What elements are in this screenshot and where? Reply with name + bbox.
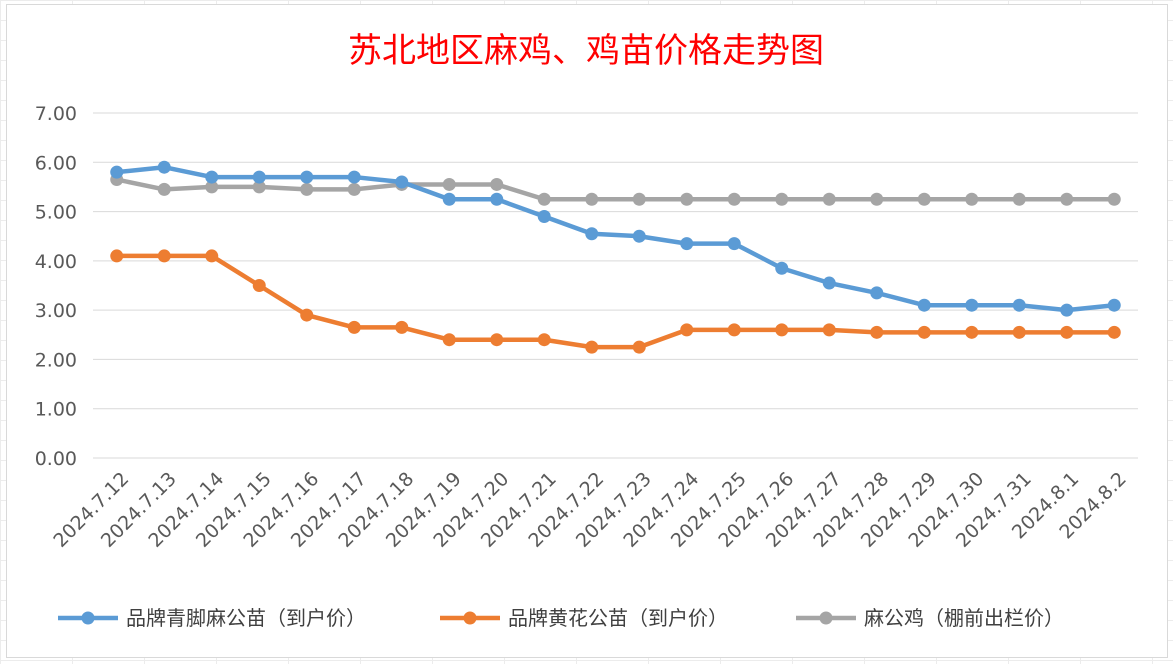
- data-point: [727, 192, 741, 206]
- data-point: [347, 182, 361, 196]
- data-point: [917, 298, 931, 312]
- data-point: [395, 320, 409, 334]
- data-point: [205, 249, 219, 263]
- data-point: [1060, 303, 1074, 317]
- y-tick-label: 1.00: [35, 399, 77, 421]
- data-point: [205, 180, 219, 194]
- data-point: [252, 180, 266, 194]
- data-point: [965, 298, 979, 312]
- x-axis-ticks: 2024.7.122024.7.132024.7.142024.7.152024…: [49, 468, 1130, 552]
- chart-title: 苏北地区麻鸡、鸡苗价格走势图: [348, 31, 824, 71]
- series-0: [110, 160, 1121, 317]
- y-tick-label: 6.00: [35, 152, 77, 174]
- data-point: [157, 182, 171, 196]
- data-point: [110, 249, 124, 263]
- data-point: [1107, 192, 1121, 206]
- data-point: [1107, 325, 1121, 339]
- data-point: [965, 325, 979, 339]
- data-point: [727, 237, 741, 251]
- data-point: [252, 170, 266, 184]
- data-point: [822, 323, 836, 337]
- data-point: [300, 308, 314, 322]
- series-1: [110, 249, 1121, 354]
- data-point: [300, 182, 314, 196]
- data-point: [680, 237, 694, 251]
- data-point: [537, 192, 551, 206]
- data-point: [775, 192, 789, 206]
- data-point: [775, 261, 789, 275]
- gridlines: [93, 112, 1138, 459]
- data-point: [347, 170, 361, 184]
- data-point: [442, 333, 456, 347]
- y-tick-label: 7.00: [35, 103, 77, 125]
- data-point: [585, 340, 599, 354]
- data-point: [537, 210, 551, 223]
- data-point: [632, 229, 646, 243]
- data-point: [775, 323, 789, 337]
- y-tick-label: 4.00: [35, 251, 77, 273]
- data-point: [1060, 325, 1074, 339]
- data-point: [537, 333, 551, 347]
- data-point: [157, 249, 171, 263]
- legend-label: 麻公鸡（棚前出栏价）: [864, 606, 1064, 630]
- data-point: [870, 192, 884, 206]
- legend-item[interactable]: 麻公鸡（棚前出栏价）: [796, 606, 1064, 630]
- data-point: [1012, 192, 1026, 206]
- legend-label: 品牌黄花公苗（到户价）: [508, 606, 728, 630]
- y-tick-label: 2.00: [35, 349, 77, 371]
- data-point: [585, 192, 599, 206]
- data-point: [442, 177, 456, 191]
- data-point: [490, 333, 504, 347]
- data-point: [632, 340, 646, 354]
- data-point: [157, 160, 171, 174]
- data-point: [680, 192, 694, 206]
- y-tick-label: 5.00: [35, 202, 77, 224]
- data-point: [395, 175, 409, 189]
- y-axis-ticks: 0.00 1.00 2.00 3.00 4.00 5.00 6.00 7.00: [35, 103, 77, 470]
- data-point: [965, 192, 979, 206]
- data-point: [1107, 298, 1121, 312]
- data-point: [870, 286, 884, 300]
- data-point: [1012, 325, 1026, 339]
- legend-item[interactable]: 品牌黄花公苗（到户价）: [440, 606, 728, 630]
- legend-item[interactable]: 品牌青脚麻公苗（到户价）: [58, 606, 366, 630]
- legend-swatch-marker: [819, 611, 833, 625]
- y-tick-label: 0.00: [35, 448, 77, 470]
- data-point: [632, 192, 646, 206]
- data-point: [442, 192, 456, 206]
- series-2: [110, 173, 1121, 206]
- data-point: [822, 276, 836, 290]
- data-point: [300, 170, 314, 184]
- data-point: [822, 192, 836, 206]
- data-point: [585, 227, 599, 241]
- data-point: [490, 177, 504, 191]
- legend-swatch-marker: [463, 611, 477, 625]
- legend-label: 品牌青脚麻公苗（到户价）: [126, 606, 366, 630]
- data-point: [490, 192, 504, 206]
- data-point: [870, 325, 884, 339]
- series-line: [114, 164, 1117, 313]
- data-point: [727, 323, 741, 337]
- data-point: [917, 325, 931, 339]
- data-point: [1012, 298, 1026, 312]
- legend-swatch-marker: [81, 611, 95, 625]
- data-point: [347, 320, 361, 334]
- series-lines: [110, 160, 1121, 354]
- series-line: [114, 253, 1117, 350]
- data-point: [110, 165, 124, 179]
- legend: 品牌青脚麻公苗（到户价） 品牌黄花公苗（到户价） 麻公鸡（棚前出栏价）: [58, 606, 1064, 630]
- series-line: [114, 177, 1117, 202]
- data-point: [917, 192, 931, 206]
- data-point: [680, 323, 694, 337]
- y-tick-label: 3.00: [35, 300, 77, 322]
- data-point: [205, 170, 219, 184]
- data-point: [1060, 192, 1074, 206]
- data-point: [252, 279, 266, 292]
